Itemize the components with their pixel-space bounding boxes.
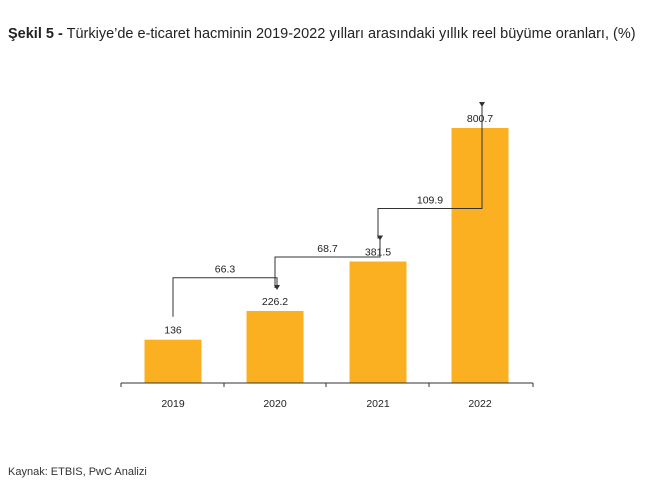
figure-label: Şekil 5 - <box>8 26 63 42</box>
bars-group: 136 226.2 381.5 800.7 <box>144 113 509 383</box>
growth-bracket-2020 <box>172 277 278 317</box>
bar-2022 <box>451 128 509 383</box>
source-note: Kaynak: ETBIS, PwC Analizi <box>8 466 147 478</box>
growth-annotations-group: 66.3 68.7 109.9 <box>172 102 485 317</box>
bar-2021 <box>349 261 407 383</box>
value-label-2020: 226.2 <box>262 296 288 308</box>
x-axis: 2019 2020 2021 2022 <box>120 382 534 410</box>
growth-arrowhead-2022 <box>479 102 485 107</box>
x-tick-label-2019: 2019 <box>161 398 185 410</box>
value-label-2019: 136 <box>164 325 182 337</box>
x-tick-label-2020: 2020 <box>263 398 287 410</box>
x-tick-label-2021: 2021 <box>366 398 390 410</box>
growth-bracket-2021 <box>274 236 381 288</box>
figure-title: Şekil 5 - Türkiye’de e-ticaret hacminin … <box>8 26 636 42</box>
growth-bracket-2022 <box>377 103 483 239</box>
bar-2020 <box>246 310 304 383</box>
value-label-2022: 800.7 <box>467 113 493 125</box>
value-label-2021: 381.5 <box>365 247 391 259</box>
growth-label-2021: 68.7 <box>317 243 338 255</box>
x-tick-label-2022: 2022 <box>468 398 492 410</box>
growth-label-2020: 66.3 <box>215 264 236 276</box>
growth-label-2022: 109.9 <box>417 195 443 207</box>
figure-title-text: Türkiye’de e-ticaret hacminin 2019-2022 … <box>66 26 636 42</box>
bar-2019 <box>144 339 202 383</box>
